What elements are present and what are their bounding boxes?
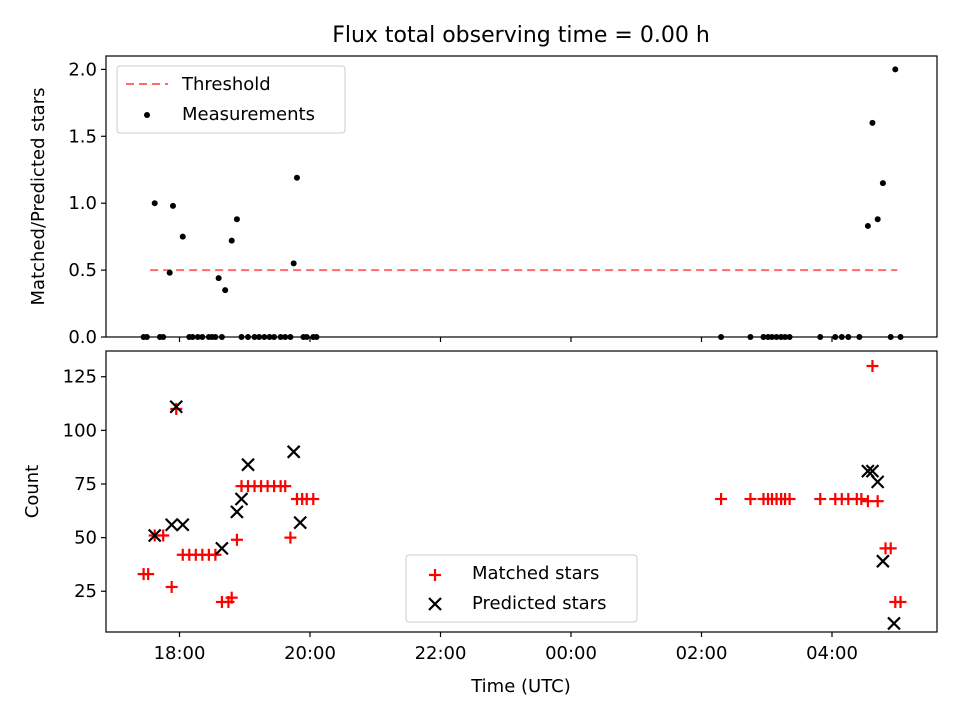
predicted-star-marker — [175, 517, 190, 532]
matched-star-marker — [814, 493, 827, 506]
measurement-point — [179, 233, 186, 240]
top-y-tick-label: 1.5 — [68, 126, 97, 147]
measurement-point — [892, 66, 899, 73]
measurement-point — [233, 216, 240, 223]
matched-star-marker — [884, 542, 897, 555]
predicted-legend-swatch — [428, 597, 442, 611]
bottom-x-tick-label: 04:00 — [806, 643, 858, 664]
measurement-point — [869, 119, 876, 126]
measurement-point — [222, 287, 229, 294]
predicted-star-marker — [164, 517, 179, 532]
matched-star-marker — [783, 493, 796, 506]
predicted-star-marker — [230, 505, 244, 519]
top-plot-frame — [105, 55, 938, 338]
bottom-plot-frame — [105, 350, 938, 633]
measurements-legend-label: Measurements — [182, 104, 315, 125]
top-y-tick-label: 1.0 — [68, 193, 97, 214]
predicted-star-marker — [234, 492, 249, 506]
matched-star-marker — [279, 480, 292, 493]
measurement-point — [874, 216, 881, 223]
bottom-axes: 25 50 75 100 125 18:00 20:00 22:00 00:00 02:00 04:… — [63, 350, 938, 664]
bottom-legend: Matched stars Predicted stars — [405, 554, 638, 623]
bottom-y-axis-label: Count — [22, 465, 43, 518]
measurement-point — [879, 180, 886, 187]
matched-star-marker — [165, 580, 178, 593]
matched-star-marker — [871, 495, 884, 508]
bottom-x-tick-label: 02:00 — [676, 643, 728, 664]
predicted-star-marker — [169, 399, 184, 414]
x-axis-label: Time (UTC) — [470, 676, 571, 697]
bottom-legend-box — [405, 554, 638, 623]
chart-title: Flux total observing time = 0.00 h — [332, 23, 710, 48]
matched-star-marker — [855, 493, 868, 506]
matched-star-marker — [284, 531, 297, 544]
bottom-data-marks — [137, 360, 907, 631]
predicted-legend-label: Predicted stars — [472, 593, 606, 614]
matched-star-marker — [715, 493, 728, 506]
measurement-point — [151, 200, 158, 207]
top-y-axis-label: Matched/Predicted stars — [28, 88, 49, 306]
matched-legend-label: Matched stars — [472, 563, 599, 584]
threshold-legend-label: Threshold — [181, 74, 271, 95]
bottom-y-tick-label: 50 — [74, 528, 97, 549]
matched-star-marker — [170, 402, 183, 415]
matched-star-marker — [209, 548, 222, 561]
bottom-y-tick-label: 100 — [63, 420, 97, 441]
bottom-panel: 25 50 75 100 125 18:00 20:00 22:00 00:00 02:00 04:… — [22, 350, 938, 697]
predicted-star-marker — [241, 457, 255, 472]
predicted-star-marker — [147, 528, 162, 543]
top-panel: 0.00.51.01.52.0 Matched/Predicted stars … — [28, 55, 938, 348]
predicted-star-marker — [865, 464, 880, 478]
bottom-x-tick-label: 00:00 — [545, 643, 597, 664]
predicted-star-marker — [887, 616, 901, 631]
top-legend-box — [116, 65, 346, 134]
matched-star-marker — [866, 360, 879, 373]
measurement-point — [215, 275, 222, 282]
measurement-point — [169, 202, 176, 209]
matched-star-marker — [142, 568, 155, 581]
predicted-star-marker — [861, 464, 875, 478]
matched-star-marker — [157, 529, 170, 542]
matched-star-marker — [225, 591, 238, 604]
bottom-x-tick-label: 22:00 — [415, 643, 467, 664]
measurements-legend-swatch — [144, 112, 150, 118]
measurement-point — [166, 269, 173, 276]
measurement-point — [290, 260, 297, 267]
matched-star-marker — [230, 533, 243, 546]
bottom-x-tick-label: 18:00 — [154, 643, 206, 664]
measurement-point — [293, 174, 300, 181]
predicted-star-marker — [876, 554, 890, 568]
matched-legend-swatch — [429, 569, 441, 581]
top-y-tick-label: 0.0 — [68, 327, 97, 348]
bottom-y-tick-label: 25 — [74, 581, 97, 602]
bottom-x-tick-label: 20:00 — [284, 643, 336, 664]
bottom-y-tick-label: 75 — [74, 474, 97, 495]
predicted-star-marker — [293, 515, 307, 530]
measurement-point — [864, 222, 871, 229]
bottom-y-tick-label: 125 — [63, 367, 97, 388]
predicted-star-marker — [286, 445, 301, 459]
top-axes: 0.0 0.5 1.0 1.5 2.0 — [68, 55, 938, 348]
matched-star-marker — [894, 595, 907, 608]
predicted-star-marker — [215, 541, 229, 556]
matched-star-marker — [307, 493, 320, 506]
top-y-tick-label: 0.5 — [68, 260, 97, 281]
measurement-point — [228, 237, 235, 244]
top-y-tick-label: 2.0 — [68, 59, 97, 80]
predicted-star-marker — [870, 475, 885, 489]
top-legend: Threshold Measurements — [116, 65, 346, 134]
matched-star-marker — [744, 493, 757, 506]
